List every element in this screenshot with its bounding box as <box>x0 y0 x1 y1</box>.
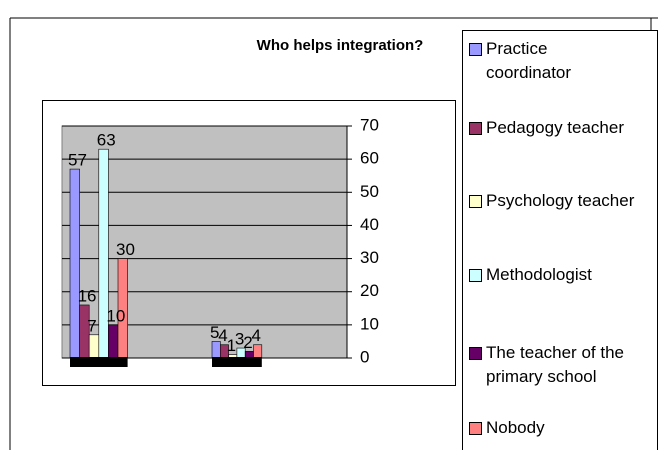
bar <box>69 168 80 359</box>
data-label: 4 <box>252 326 261 345</box>
floor <box>212 357 262 367</box>
legend-swatch <box>469 195 482 208</box>
bar <box>108 324 119 359</box>
data-label: 1 <box>227 336 236 355</box>
y-tick-label: 10 <box>360 314 379 333</box>
data-label: 7 <box>87 316 96 335</box>
legend-swatch <box>469 269 482 282</box>
legend-label: Practice coordinator <box>486 39 572 82</box>
legend-label: Pedagogy teacher <box>486 118 624 137</box>
data-label: 4 <box>218 326 227 345</box>
data-label: 16 <box>78 286 97 305</box>
y-tick-label: 30 <box>360 248 379 267</box>
legend-box <box>462 30 658 450</box>
data-label: 2 <box>243 333 252 352</box>
data-label: 3 <box>235 330 244 349</box>
y-tick-label: 60 <box>360 149 379 168</box>
legend-label: Methodologist <box>486 265 592 284</box>
bar <box>98 148 109 359</box>
legend-label: The teacher of the primary school <box>486 343 624 386</box>
y-tick-label: 20 <box>360 281 379 300</box>
data-label: 10 <box>106 306 125 325</box>
legend: Practice coordinator Pedagogy teacher Psyc… <box>463 31 653 450</box>
bar <box>88 334 100 359</box>
legend-swatch <box>469 422 482 435</box>
legend-swatch <box>469 43 482 56</box>
chart-title: Who helps integration? <box>257 37 424 54</box>
y-tick-label: 0 <box>360 347 369 366</box>
legend-label: Nobody <box>486 418 545 437</box>
floor <box>70 357 128 367</box>
plot-area <box>61 125 348 359</box>
y-tick-label: 50 <box>360 182 379 201</box>
data-label: 63 <box>97 131 116 150</box>
data-label: 30 <box>116 240 135 259</box>
data-label: 57 <box>68 151 87 170</box>
legend-label: Psychology teacher <box>486 191 635 210</box>
y-tick-label: 40 <box>360 215 379 234</box>
legend-swatch <box>469 122 482 135</box>
legend-swatch <box>469 347 482 360</box>
bar <box>253 344 263 359</box>
data-label: 5 <box>210 323 219 342</box>
y-tick-label: 70 <box>360 115 379 134</box>
